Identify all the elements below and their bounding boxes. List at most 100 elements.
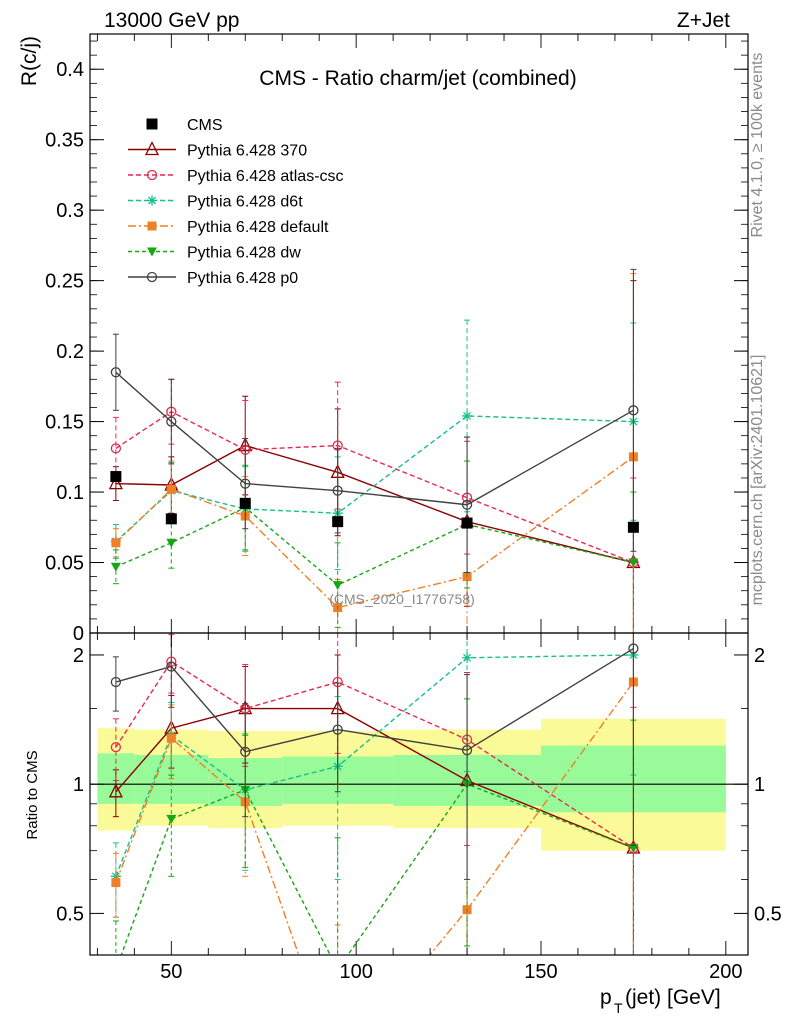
xtick-label: 200 — [709, 961, 742, 983]
ratio-series-pythia-6-428-d6t-line — [115, 654, 634, 877]
ratio-y-axis-label: Ratio to CMS — [24, 750, 41, 839]
series-pythia-6-428-p0-point-main — [461, 499, 473, 510]
legend-marker-pythia-6-428-atlas-csc — [146, 169, 158, 181]
series-pythia-6-428-d6t-point-main — [462, 410, 473, 421]
ratio-series-pythia-6-428-370-point-ratio — [108, 783, 123, 798]
ratio-series-pythia-6-428-dw-line — [120, 783, 634, 955]
main-ytick-label: 0.3 — [56, 200, 84, 222]
series-pythia-6-428-dw-point-main — [628, 558, 639, 568]
legend-marker-pythia-6-428-p0 — [146, 271, 158, 283]
legend: CMS Pythia 6.428 370 Pythia 6.428 atlas-cs… — [128, 117, 344, 287]
main-ytick-label: 0.05 — [45, 553, 84, 575]
ratio-ytick-label-left: 1 — [73, 774, 84, 796]
series-pythia-6-428-default-point-main — [111, 538, 121, 548]
main-ytick-label: 0.4 — [56, 59, 84, 81]
ratio-series-pythia-6-428-d6t-point-ratio — [462, 652, 473, 663]
process-label: Z+Jet — [677, 9, 730, 32]
xtick-label: 150 — [524, 961, 557, 983]
legend-label-pythia-6-428-default: Pythia 6.428 default — [187, 219, 329, 236]
x-axis-label: p T (jet) [GeV] — [600, 986, 721, 1016]
ratio-series-pythia-6-428-atlas-csc-line — [115, 660, 634, 849]
ratio-series-pythia-6-428-default-line — [115, 681, 634, 955]
ratio-panel-series — [108, 633, 641, 955]
series-pythia-6-428-atlas-csc-point-main — [110, 443, 122, 454]
ratio-ytick-label-right: 0.5 — [754, 903, 782, 925]
series-pythia-6-428-dw-point-main — [332, 581, 343, 591]
main-ytick-label: 0.15 — [45, 412, 84, 434]
xtick-label: 100 — [339, 961, 372, 983]
series-layer — [108, 268, 641, 955]
series-pythia-6-428-370-line — [115, 444, 634, 564]
ratio-series-pythia-6-428-default-point-ratio — [111, 878, 121, 888]
svg-text:(jet) [GeV]: (jet) [GeV] — [625, 986, 721, 1009]
series-pythia-6-428-dw-line — [115, 506, 634, 586]
cms-data-point — [332, 516, 344, 528]
energy-label: 13000 GeV pp — [104, 9, 239, 32]
series-pythia-6-428-p0-point-main — [332, 485, 343, 496]
ratio-series-pythia-6-428-p0-point-ratio — [166, 661, 177, 672]
series-pythia-6-428-p0-point-main — [110, 367, 122, 378]
legend-entry-pythia-6-428-dw: Pythia 6.428 dw — [128, 245, 301, 262]
legend-label-pythia-6-428-370: Pythia 6.428 370 — [187, 143, 307, 160]
ratio-ytick-label-left: 0.5 — [56, 903, 84, 925]
legend-label-pythia-6-428-dw: Pythia 6.428 dw — [187, 245, 301, 262]
legend-marker-pythia-6-428-default — [147, 221, 157, 231]
series-pythia-6-428-p0-point-main — [628, 405, 639, 416]
series-pythia-6-428-p0-point-main — [240, 478, 251, 489]
legend-marker-cms — [146, 118, 158, 130]
legend-label-pythia-6-428-atlas-csc: Pythia 6.428 atlas-csc — [187, 168, 344, 185]
legend-entry-cms: CMS — [146, 117, 223, 134]
ratio-ytick-label-right: 2 — [754, 645, 765, 667]
mcplots-label: mcplots.cern.ch [arXiv:2401.10621] — [749, 355, 766, 606]
ratio-series-pythia-6-428-p0-line — [115, 647, 634, 753]
legend-label-pythia-6-428-d6t: Pythia 6.428 d6t — [187, 194, 303, 211]
main-ytick-label: 0.1 — [56, 482, 84, 504]
series-pythia-6-428-p0-point-main — [166, 416, 177, 427]
legend-entry-pythia-6-428-d6t: Pythia 6.428 d6t — [128, 194, 303, 211]
legend-entry-pythia-6-428-default: Pythia 6.428 default — [128, 219, 329, 236]
cms-data-point — [461, 517, 473, 529]
svg-text:p: p — [600, 986, 612, 1009]
ratio-ytick-label-right: 1 — [754, 774, 765, 796]
xtick-label: 50 — [160, 961, 182, 983]
legend-entry-pythia-6-428-atlas-csc: Pythia 6.428 atlas-csc — [128, 168, 344, 185]
legend-label-cms: CMS — [187, 117, 223, 134]
main-ytick-label: 0.35 — [45, 130, 84, 152]
legend-marker-pythia-6-428-dw — [147, 247, 157, 257]
ratio-ytick-label-left: 2 — [73, 645, 84, 667]
legend-marker-pythia-6-428-370 — [144, 141, 160, 156]
series-pythia-6-428-dw-point-main — [110, 562, 121, 572]
cms-data-point — [627, 521, 639, 533]
series-pythia-6-428-p0-line — [115, 371, 634, 506]
ratio-series-pythia-6-428-p0-point-ratio — [332, 724, 343, 735]
series-pythia-6-428-default-line — [115, 456, 634, 609]
ratio-series-pythia-6-428-p0-point-ratio — [110, 676, 122, 688]
series-pythia-6-428-370-point-main — [108, 475, 123, 490]
ratio-series-pythia-6-428-dw-point-ratio — [166, 814, 177, 824]
chart-title: CMS - Ratio charm/jet (combined) — [259, 67, 576, 90]
ratio-uncertainty-bands — [90, 718, 748, 851]
cms-data-point — [239, 497, 251, 509]
axes-layer: 0 0.05 0.1 0.15 0.2 0.25 0.3 0.35 0.4 50 100 150 200… — [45, 33, 782, 983]
main-y-axis-label: R(c/j) — [18, 36, 41, 86]
ratio-series-pythia-6-428-dw-point-ratio — [628, 844, 639, 854]
cms-data-point — [165, 513, 177, 525]
main-ytick-label: 0 — [73, 623, 84, 645]
series-pythia-6-428-d6t-line — [115, 415, 634, 542]
main-ytick-label: 0.2 — [56, 341, 84, 363]
series-pythia-6-428-atlas-csc-line — [115, 410, 634, 564]
cms-data-point — [110, 471, 122, 483]
ratio-series-pythia-6-428-default-point-ratio — [166, 733, 176, 743]
series-pythia-6-428-dw-point-main — [166, 538, 177, 548]
series-pythia-6-428-default-point-main — [166, 484, 176, 494]
legend-entry-pythia-6-428-370: Pythia 6.428 370 — [128, 141, 307, 160]
ratio-series-pythia-6-428-atlas-csc-point-ratio — [110, 741, 122, 753]
main-ytick-label: 0.25 — [45, 271, 84, 293]
analysis-id-label: (CMS_2020_I1776758) — [329, 591, 475, 607]
ratio-series-pythia-6-428-370-line — [115, 707, 634, 849]
ratio-panel-frame — [89, 632, 749, 956]
main-panel-series — [108, 268, 641, 633]
ratio-series-pythia-6-428-p0-point-ratio — [240, 746, 251, 757]
ratio-series-pythia-6-428-p0-point-ratio — [628, 643, 639, 654]
